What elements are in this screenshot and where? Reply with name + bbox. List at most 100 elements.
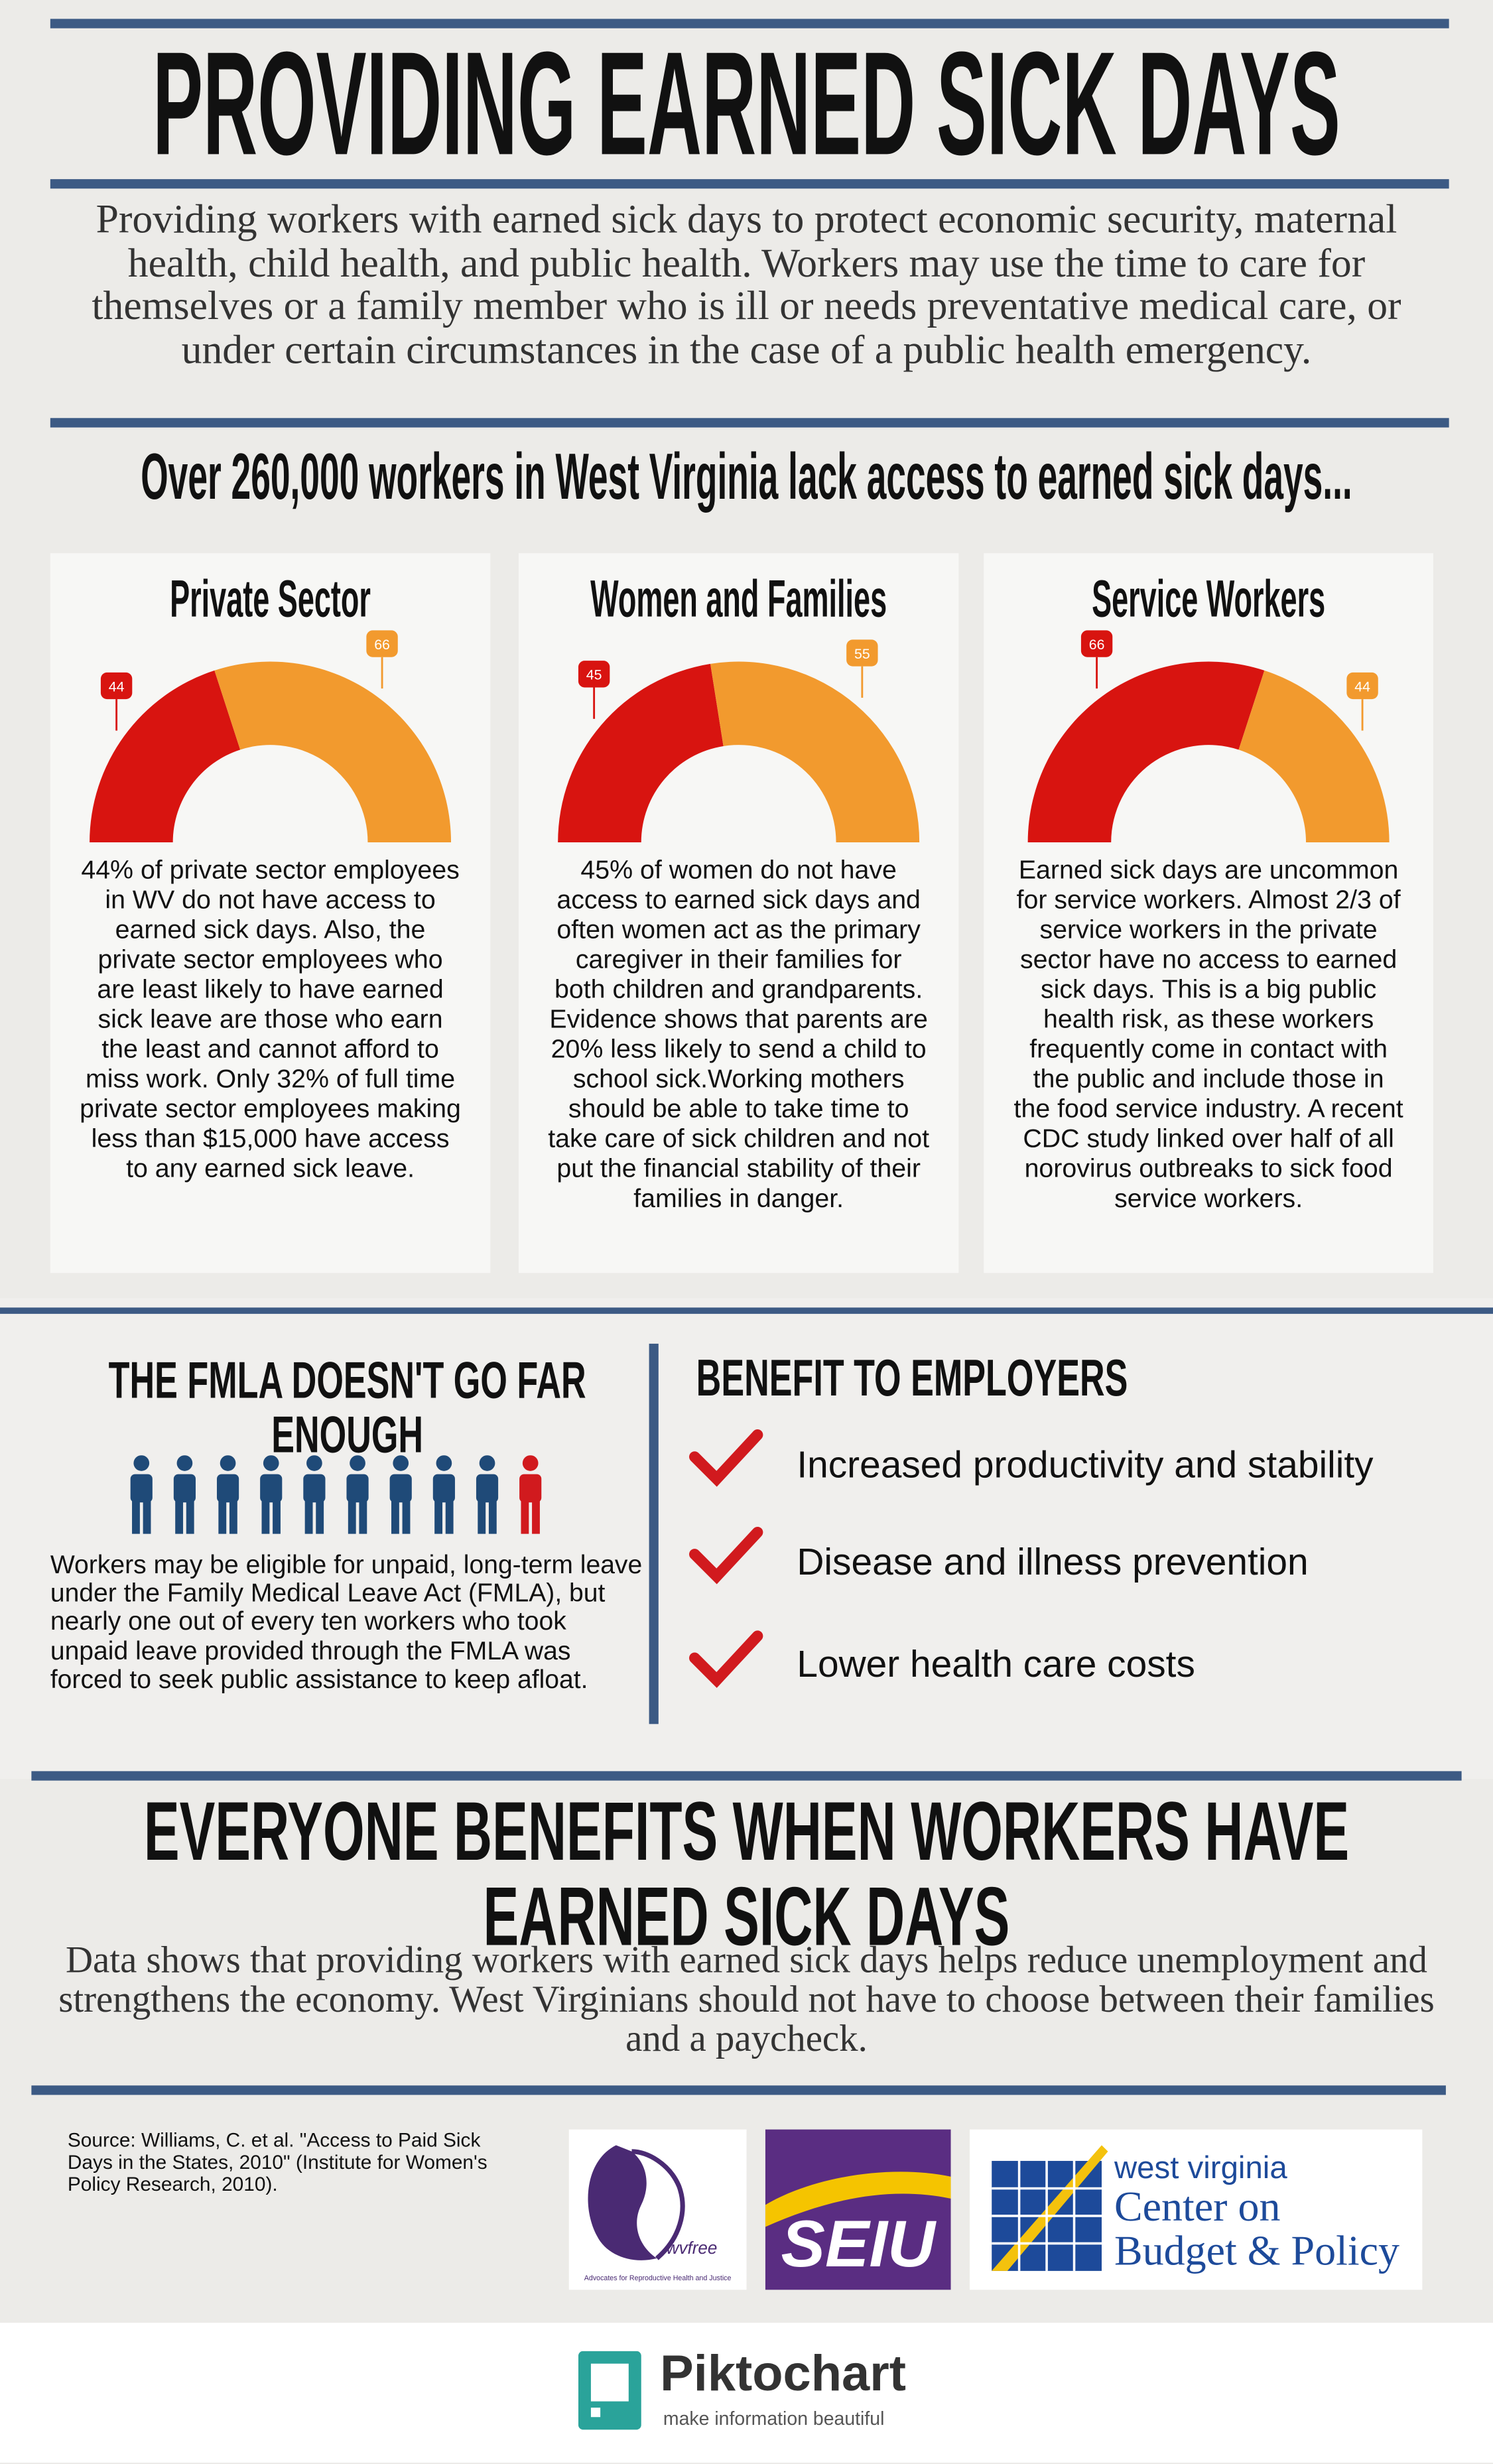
intro: Providing workers with earned sick days … [92, 196, 1401, 372]
person-body [216, 1474, 239, 1503]
person-body [173, 1474, 196, 1503]
person-icon [389, 1455, 412, 1534]
person-body [260, 1474, 283, 1503]
seiu-name: SEIU [781, 2206, 935, 2281]
person-leg [143, 1499, 151, 1534]
icon-dot [590, 2408, 601, 2418]
gauge: 45 55 [558, 639, 920, 843]
person-head [393, 1455, 409, 1471]
panel: Service Workers 66 44 Earned sick days are … [984, 553, 1433, 1273]
person-leg [273, 1499, 281, 1534]
divider [50, 19, 1449, 29]
headline: Over 260,000 workers in West Virginia la… [141, 440, 1352, 513]
panel-title: Women and Families [590, 572, 887, 631]
callout-label: 55 [854, 646, 870, 662]
wvfree-mark [588, 2145, 685, 2260]
callout-label: 44 [109, 679, 125, 694]
cbp-line: west virginia [1114, 2151, 1287, 2186]
person-leg [478, 1499, 486, 1534]
person-leg [434, 1499, 443, 1534]
benefit-item: Lower health care costs [797, 1644, 1195, 1687]
person-head [350, 1455, 365, 1471]
divider [31, 2085, 1446, 2095]
cbp-logo: west virginia Center on Budget & Policy [969, 2129, 1423, 2290]
person-leg [186, 1499, 194, 1534]
person-leg [304, 1499, 313, 1534]
person-icon [346, 1455, 369, 1534]
divider [0, 1307, 1493, 1314]
person-leg [402, 1499, 411, 1534]
gauge-segment [1238, 670, 1390, 843]
callout-bubble [578, 661, 610, 688]
wvfree-name: wvfree [666, 2239, 718, 2258]
divider [31, 1771, 1462, 1781]
callout-label: 44 [1354, 679, 1370, 694]
wvfree-logo: wvfree Advocates for Reproductive Health… [568, 2129, 747, 2290]
cbp-grid [992, 2161, 1102, 2271]
divider [50, 179, 1449, 189]
cbp-line: Budget & Policy [1114, 2227, 1400, 2274]
person-leg [229, 1499, 237, 1534]
gauge: 44 66 [90, 630, 452, 843]
person-icon [130, 1455, 153, 1534]
panel: Private Sector 44 66 44% of private sector … [50, 553, 491, 1273]
person-body [130, 1474, 153, 1503]
person-head [479, 1455, 495, 1471]
callout-bubble [1346, 672, 1378, 700]
person-head [436, 1455, 452, 1471]
benefit-item: Disease and illness prevention [797, 1541, 1309, 1585]
person-leg [359, 1499, 367, 1534]
person-icon [476, 1455, 499, 1534]
gauge-segment [710, 661, 920, 843]
piktochart-icon [578, 2351, 641, 2430]
gauge-segment [214, 661, 452, 843]
person-leg [348, 1499, 356, 1534]
person-leg [521, 1499, 529, 1534]
checkmark [689, 1429, 763, 1487]
person-icon [260, 1455, 283, 1534]
person-leg [175, 1499, 184, 1534]
panel-title: Service Workers [1092, 572, 1326, 631]
callout-bubble [100, 672, 133, 700]
footer: Piktochart make information beautiful [0, 2323, 1493, 2463]
footer-tagline: make information beautiful [663, 2408, 885, 2430]
panel-text: Earned sick days are uncommon for servic… [1013, 854, 1403, 1214]
panel: Women and Families 45 55 45% of women do no… [518, 553, 959, 1273]
checkmark [689, 1630, 763, 1688]
person-leg [532, 1499, 540, 1534]
person-head [522, 1455, 539, 1471]
gauge-segment [558, 663, 724, 843]
person-body [432, 1474, 455, 1503]
gauge-segment [1027, 661, 1265, 843]
silhouette [588, 2145, 657, 2260]
callout-bubble [846, 639, 878, 667]
seiu-mark [765, 2172, 951, 2227]
person-head [133, 1455, 150, 1471]
title: PROVIDING EARNED SICK DAYS [153, 25, 1340, 188]
person-leg [261, 1499, 270, 1534]
panel-text: 45% of women do not have access to earne… [548, 854, 930, 1214]
divider [50, 418, 1449, 428]
person-body [476, 1474, 499, 1503]
person-head [176, 1455, 193, 1471]
person-leg [132, 1499, 140, 1534]
callout-label: 66 [374, 637, 390, 653]
person-icon [216, 1455, 239, 1534]
vertical-divider [649, 1343, 659, 1724]
person-body [389, 1474, 412, 1503]
panel-title: Private Sector [170, 572, 371, 631]
fmla-text: Workers may be eligible for unpaid, long… [50, 1551, 643, 1694]
person-leg [445, 1499, 454, 1534]
people-icons [130, 1455, 542, 1534]
person-head [306, 1455, 322, 1471]
callout-bubble [366, 630, 398, 657]
person-head [263, 1455, 279, 1471]
person-body [303, 1474, 326, 1503]
person-icon [173, 1455, 196, 1534]
person-icon [519, 1455, 542, 1534]
person-icon [303, 1455, 326, 1534]
closing-text: Data shows that providing workers with e… [58, 1941, 1435, 2061]
seiu-logo: SEIU [765, 2129, 951, 2290]
person-icon [432, 1455, 455, 1534]
